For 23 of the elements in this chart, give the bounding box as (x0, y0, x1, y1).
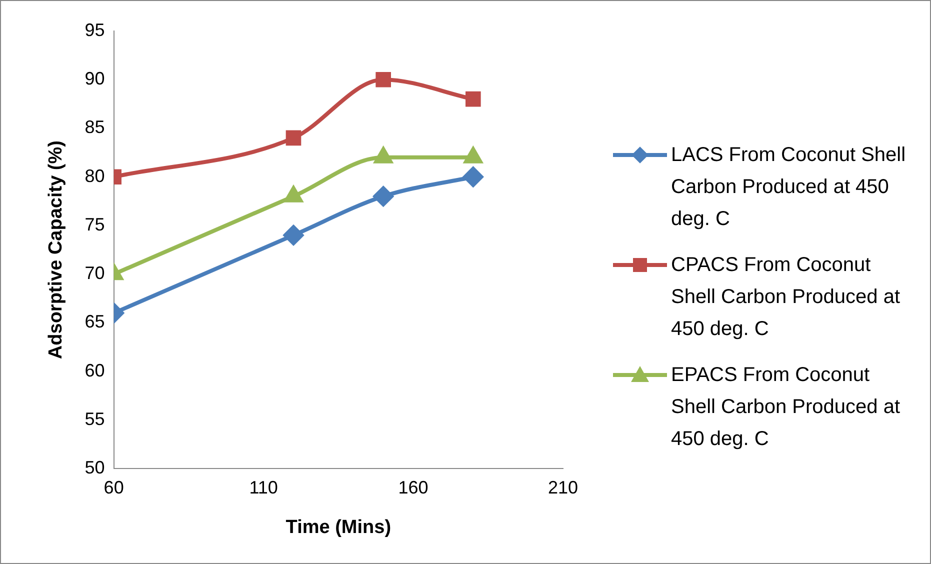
y-tick-label: 95 (84, 20, 105, 40)
x-axis-title: Time (Mins) (286, 516, 392, 538)
y-tick-label: 70 (84, 263, 105, 284)
x-tick-label: 110 (249, 477, 278, 498)
y-tick-label: 50 (84, 458, 105, 478)
y-tick-label: 90 (84, 68, 105, 89)
legend-label: LACS From Coconut Shell Carbon Produced at 450 deg. C (671, 143, 907, 232)
point (376, 72, 391, 88)
y-tick-label: 65 (84, 312, 105, 332)
point (373, 186, 394, 206)
y-tick-label: 55 (84, 408, 105, 429)
point (466, 91, 481, 107)
y-tick-label: 85 (84, 117, 105, 138)
y-tick-label: 60 (84, 360, 105, 380)
x-tick-label: 210 (548, 477, 578, 498)
x-tick-label: 60 (104, 477, 124, 498)
legend-label: EPACS From Coconut Shell Carbon Produced at 450 deg. C (671, 363, 902, 452)
y-tick-label: 75 (84, 214, 105, 234)
y-tick-label: 80 (84, 166, 105, 186)
point (463, 166, 484, 187)
x-tick-label: 160 (398, 477, 428, 498)
y-axis-title: Adsorptive Capacity (%) (46, 140, 67, 360)
legend-label: CPACS From Coconut Shell Carbon Produced at 450 deg. C (671, 253, 902, 342)
